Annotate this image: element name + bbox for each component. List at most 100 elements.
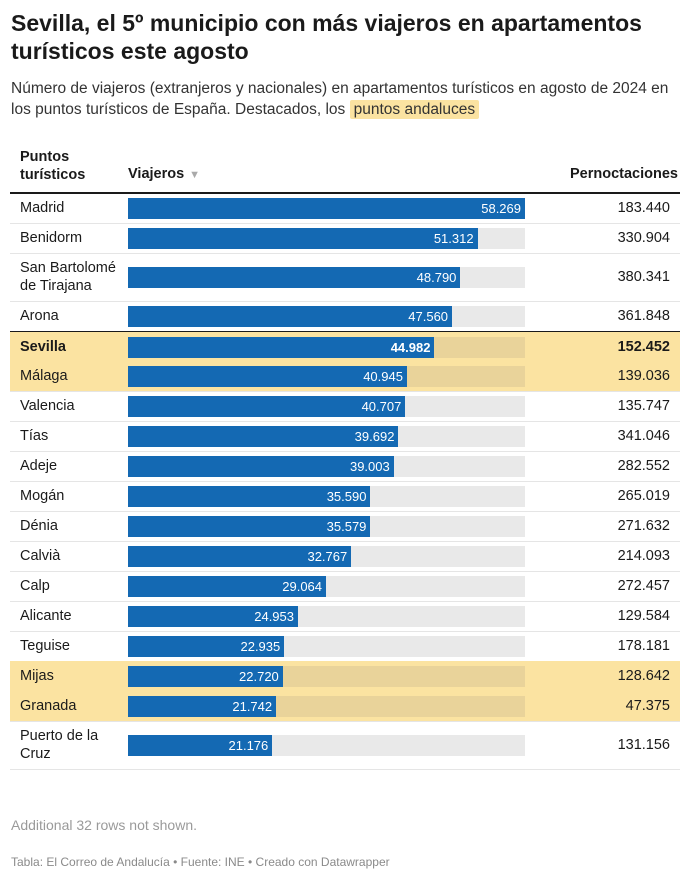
viajeros-bar — [128, 197, 525, 219]
table-row: Calvià 32.767 214.093 — [10, 541, 680, 572]
bar-track: 51.312 — [128, 227, 525, 249]
bar-track: 40.707 — [128, 395, 525, 417]
row-name: Sevilla — [20, 339, 66, 355]
viajeros-bar — [128, 395, 406, 417]
viajeros-value: 29.064 — [282, 578, 323, 594]
viajeros-bar — [128, 305, 453, 327]
viajeros-value: 58.269 — [481, 200, 521, 216]
subtitle-text: Número de viajeros (extranjeros y nacion… — [11, 80, 669, 118]
pernoctaciones-value: 178.181 — [617, 638, 670, 654]
pernoctaciones-value: 152.452 — [617, 339, 670, 355]
chart-title: Sevilla, el 5º municipio con más viajero… — [11, 10, 642, 64]
table-row: Puerto de la Cruz 21.176 131.156 — [10, 721, 680, 770]
column-header-pernoctaciones[interactable]: Pernoctaciones — [570, 166, 678, 182]
viajeros-bar — [128, 635, 285, 657]
viajeros-value: 32.767 — [307, 548, 348, 564]
table-header: Puntos turísticos Viajeros ▼ Pernoctacion… — [10, 146, 680, 194]
table-row: Arona 47.560 361.848 — [10, 301, 680, 332]
viajeros-value: 39.692 — [354, 428, 395, 444]
table-row: San Bartolomé de Tirajana 48.790 380.341 — [10, 253, 680, 302]
pernoctaciones-value: 361.848 — [617, 308, 670, 324]
subtitle-highlight: puntos andaluces — [349, 100, 480, 119]
table-row: Adeje 39.003 282.552 — [10, 451, 680, 482]
pernoctaciones-value: 139.036 — [617, 368, 670, 384]
bar-track: 21.176 — [128, 734, 525, 756]
row-name: Málaga — [20, 368, 68, 384]
column-header-viajeros-label: Viajeros — [128, 166, 185, 182]
bar-track: 35.590 — [128, 485, 525, 507]
table-row: Sevilla 44.982 152.452 — [10, 331, 680, 363]
row-name: Mogán — [20, 488, 65, 504]
viajeros-bar — [128, 266, 461, 288]
table-row: Benidorm 51.312 330.904 — [10, 223, 680, 254]
bar-track: 29.064 — [128, 575, 525, 597]
pernoctaciones-value: 380.341 — [617, 269, 670, 285]
pernoctaciones-value: 272.457 — [617, 578, 670, 594]
row-name: Adeje — [20, 458, 58, 474]
viajeros-bar — [128, 336, 435, 358]
bar-track: 47.560 — [128, 305, 525, 327]
viajeros-value: 22.720 — [239, 668, 279, 684]
table-row: Dénia 35.579 271.632 — [10, 511, 680, 542]
pernoctaciones-value: 265.019 — [617, 488, 670, 504]
viajeros-bar — [128, 515, 371, 537]
viajeros-bar — [128, 605, 298, 627]
pernoctaciones-value: 47.375 — [625, 698, 670, 714]
viajeros-bar — [128, 665, 283, 687]
viajeros-bar — [128, 455, 394, 477]
viajeros-bar — [128, 485, 371, 507]
row-name: Valencia — [20, 398, 75, 414]
viajeros-value: 21.176 — [228, 737, 269, 753]
table-row: Valencia 40.707 135.747 — [10, 391, 680, 422]
viajeros-value: 40.945 — [363, 368, 403, 384]
column-header-viajeros[interactable]: Viajeros ▼ — [128, 165, 200, 184]
bar-track: 22.720 — [128, 665, 525, 687]
row-name: Granada — [20, 698, 77, 714]
bar-track: 32.767 — [128, 545, 525, 567]
column-header-name[interactable]: Puntos turísticos — [20, 149, 86, 183]
pernoctaciones-value: 183.440 — [617, 200, 670, 216]
viajeros-bar — [128, 365, 407, 387]
pernoctaciones-value: 131.156 — [617, 737, 670, 753]
table-row: Granada 21.742 47.375 — [10, 691, 680, 722]
row-name: Dénia — [20, 518, 58, 534]
table-row: Mogán 35.590 265.019 — [10, 481, 680, 512]
row-name: Tías — [20, 428, 49, 444]
viajeros-value: 47.560 — [408, 308, 449, 324]
viajeros-bar — [128, 425, 399, 447]
pernoctaciones-value: 330.904 — [617, 230, 670, 246]
pernoctaciones-value: 129.584 — [617, 608, 670, 624]
row-name: Calp — [20, 578, 50, 594]
viajeros-value: 48.790 — [416, 269, 457, 285]
row-name: Mijas — [20, 668, 54, 684]
pernoctaciones-value: 135.747 — [617, 398, 670, 414]
table-row: Málaga 40.945 139.036 — [10, 361, 680, 392]
viajeros-bar — [128, 734, 273, 756]
viajeros-value: 39.003 — [349, 458, 390, 474]
pernoctaciones-value: 282.552 — [617, 458, 670, 474]
pernoctaciones-value: 128.642 — [617, 668, 670, 684]
chart-footer: Tabla: El Correo de Andalucía • Fuente: … — [11, 855, 390, 869]
viajeros-value: 22.935 — [240, 638, 281, 654]
viajeros-value: 51.312 — [433, 230, 474, 246]
viajeros-bar — [128, 695, 277, 717]
bar-track: 58.269 — [128, 197, 525, 219]
table-row: Alicante 24.953 129.584 — [10, 601, 680, 632]
bar-track: 39.692 — [128, 425, 525, 447]
chart-subtitle: Número de viajeros (extranjeros y nacion… — [11, 78, 679, 120]
table-row: Tías 39.692 341.046 — [10, 421, 680, 452]
table-row: Madrid 58.269 183.440 — [10, 193, 680, 224]
pernoctaciones-value: 214.093 — [617, 548, 670, 564]
viajeros-value: 24.953 — [254, 608, 294, 624]
pernoctaciones-value: 341.046 — [617, 428, 670, 444]
viajeros-value: 40.707 — [361, 398, 402, 414]
viajeros-bar — [128, 545, 352, 567]
viajeros-value: 44.982 — [390, 339, 431, 355]
bar-track: 39.003 — [128, 455, 525, 477]
row-name: Benidorm — [20, 230, 83, 246]
row-name: Alicante — [20, 608, 72, 624]
bar-track: 44.982 — [128, 336, 525, 358]
bar-track: 35.579 — [128, 515, 525, 537]
row-name: Calvià — [20, 548, 61, 564]
row-name: Teguise — [20, 638, 70, 654]
